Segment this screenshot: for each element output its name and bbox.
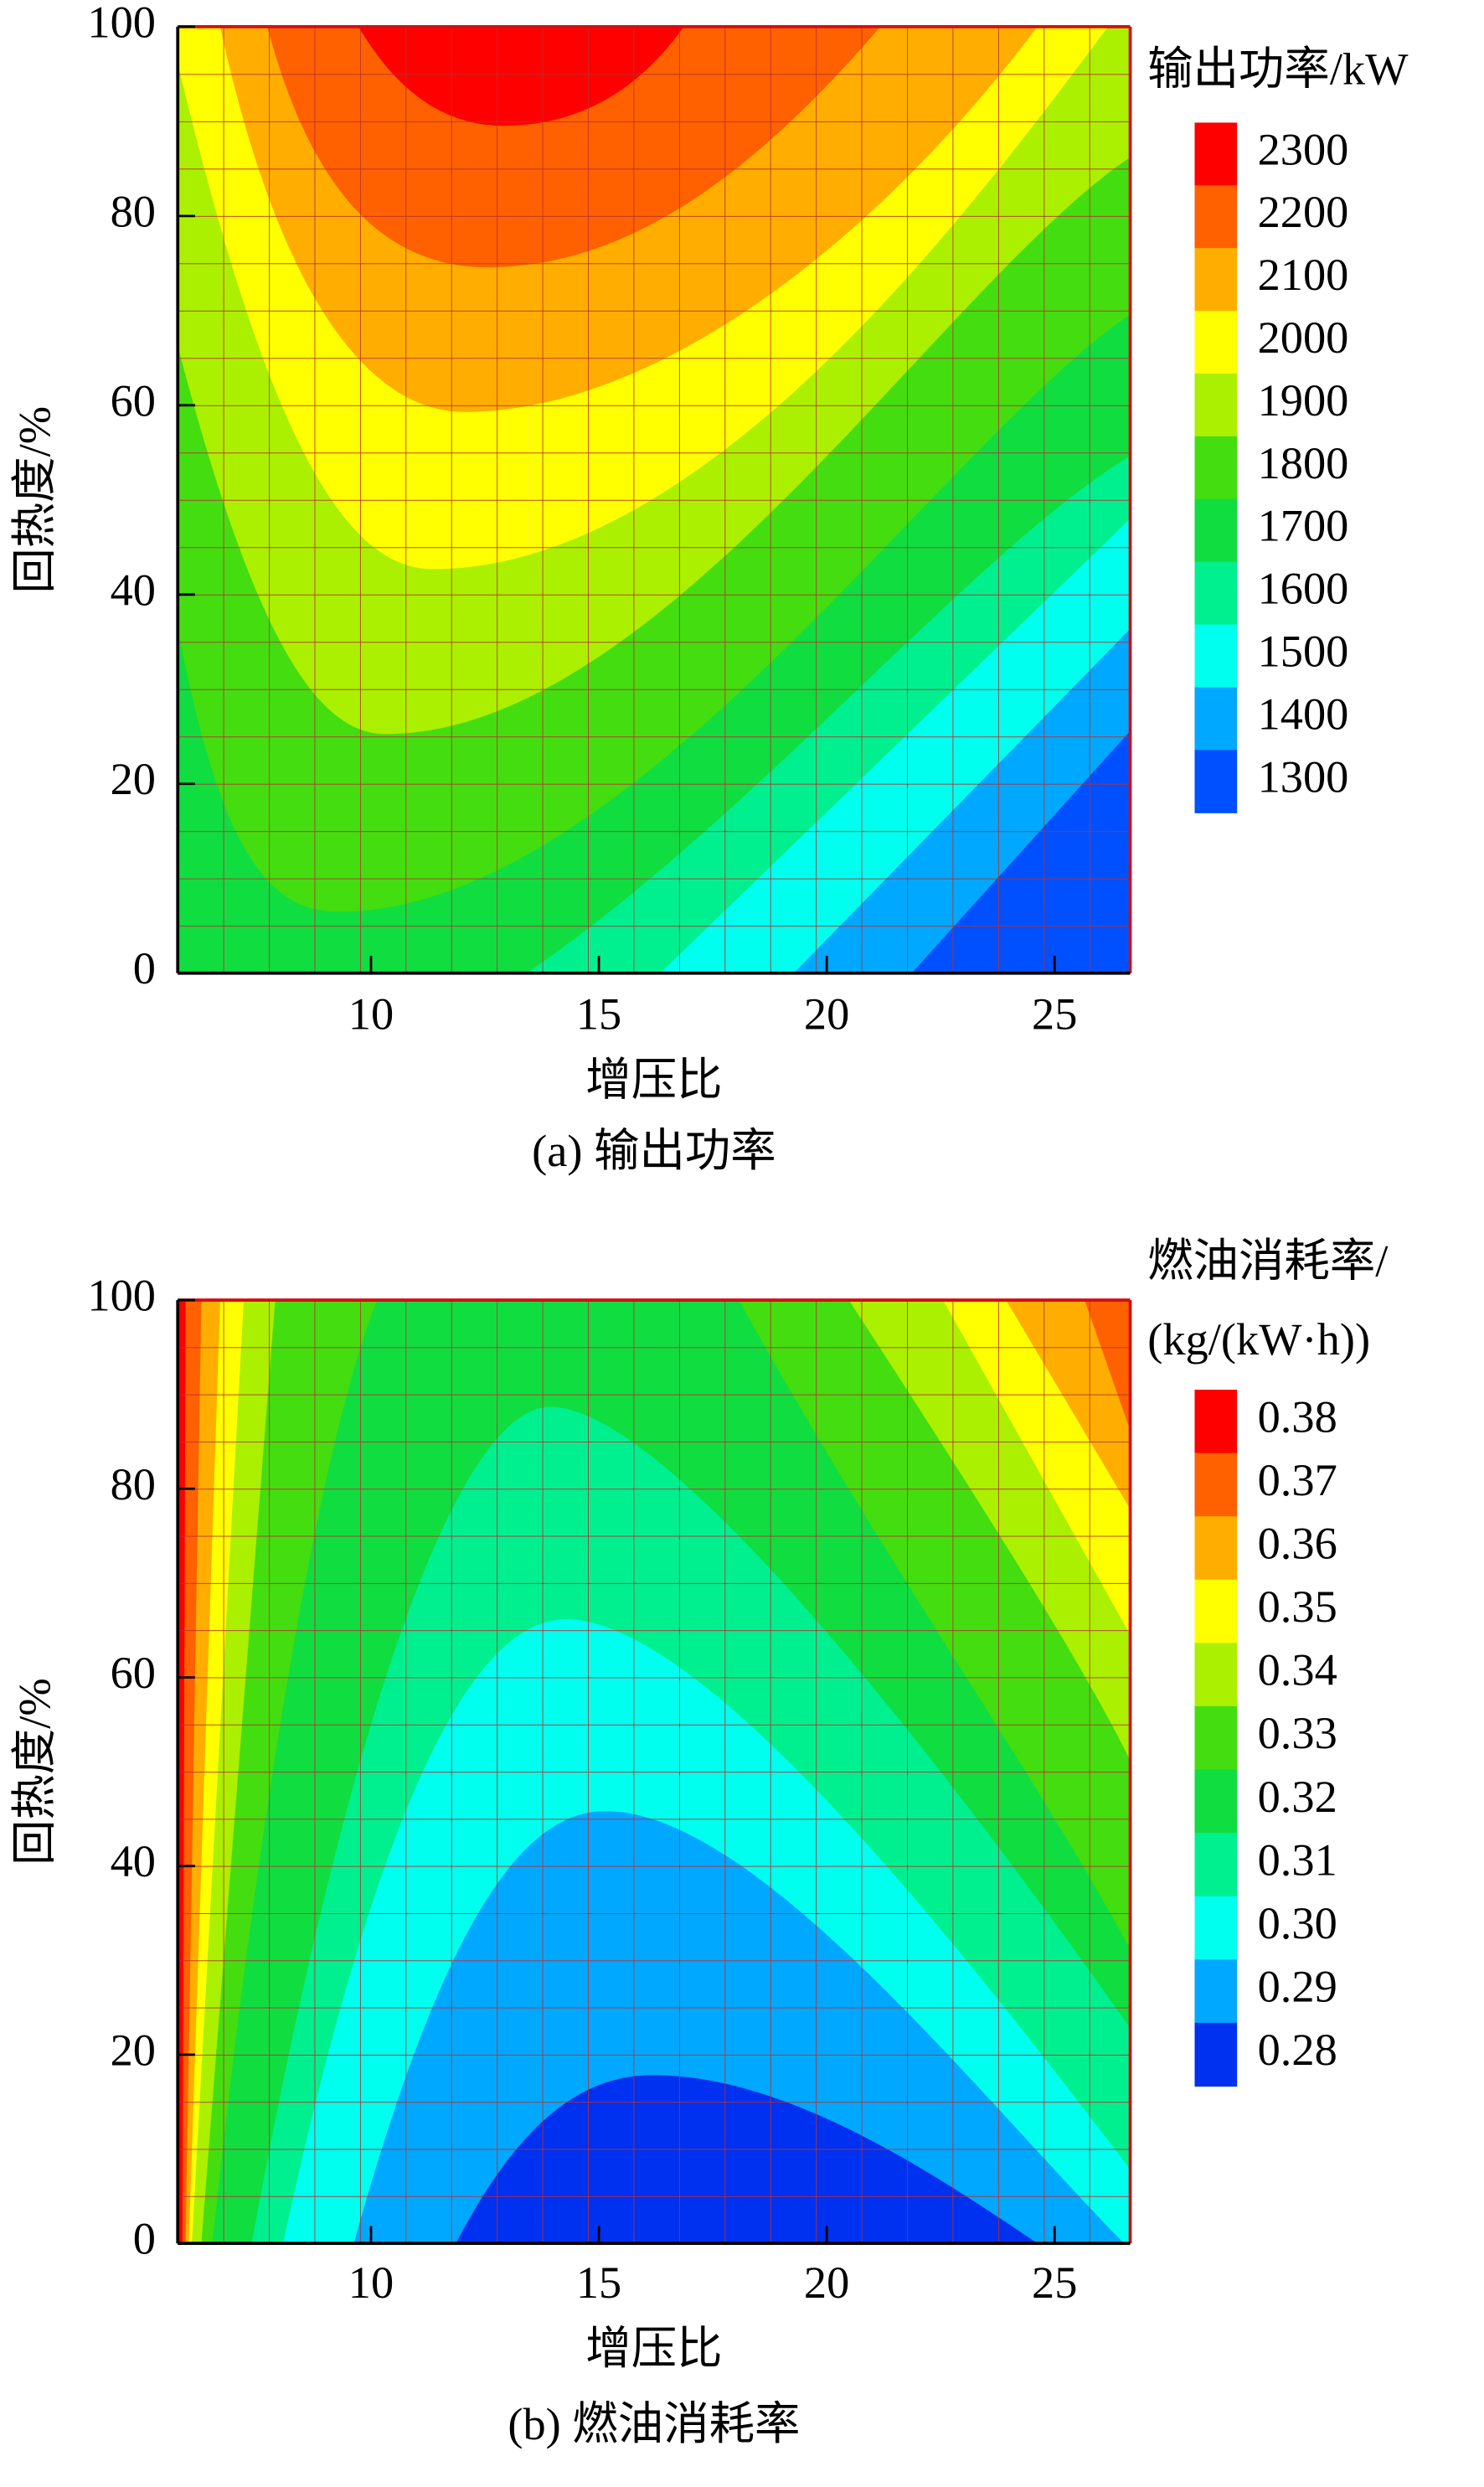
colorbar-label: 0.38 xyxy=(1258,1391,1337,1442)
contour-plot xyxy=(178,26,1131,973)
colorbar-block xyxy=(1194,373,1238,437)
colorbar-label: 0.31 xyxy=(1258,1834,1337,1885)
colorbar-block xyxy=(1194,122,1238,186)
y-tick-label: 80 xyxy=(111,1459,156,1509)
caption: (b) 燃油消耗率 xyxy=(508,2399,800,2449)
colorbar-label: 1900 xyxy=(1258,375,1349,426)
colorbar-label: 1300 xyxy=(1258,751,1349,802)
colorbar-label: 0.37 xyxy=(1258,1455,1337,1505)
colorbar-label: 0.29 xyxy=(1258,1962,1337,2012)
colorbar-label: 0.35 xyxy=(1258,1581,1337,1632)
y-tick-label: 80 xyxy=(111,186,156,236)
colorbar-block xyxy=(1194,687,1238,751)
colorbar-label: 2200 xyxy=(1258,187,1349,237)
colorbar-block xyxy=(1194,624,1238,689)
colorbar-block xyxy=(1194,1769,1238,1834)
y-tick-label: 100 xyxy=(87,0,156,47)
colorbar-label: 1800 xyxy=(1258,438,1349,488)
y-tick-label: 20 xyxy=(111,754,156,804)
x-tick-label: 25 xyxy=(1032,989,1077,1040)
colorbar-block xyxy=(1194,1705,1238,1771)
x-axis-label: 增压比 xyxy=(585,2324,722,2374)
colorbar-block xyxy=(1194,750,1238,813)
colorbar-block xyxy=(1194,2022,1238,2087)
mesh xyxy=(178,1300,1131,2244)
colorbar-label: 1700 xyxy=(1258,501,1349,551)
colorbar-label: 0.28 xyxy=(1258,2025,1337,2075)
colorbar-block xyxy=(1194,1390,1238,1454)
colorbar-label: 0.33 xyxy=(1258,1708,1337,1758)
colorbar-block xyxy=(1194,311,1238,374)
colorbar-block xyxy=(1194,1516,1238,1581)
x-tick-label: 10 xyxy=(348,989,394,1040)
colorbar-block xyxy=(1194,1579,1238,1643)
colorbar-label: 0.36 xyxy=(1258,1518,1337,1568)
x-tick-label: 20 xyxy=(804,2257,849,2308)
contour-plot xyxy=(178,1300,1131,2244)
colorbar-block xyxy=(1194,1896,1238,1960)
y-tick-label: 0 xyxy=(133,943,156,993)
colorbar-title: 输出功率/kW xyxy=(1147,44,1409,95)
x-tick-label: 10 xyxy=(348,2257,394,2308)
y-tick-label: 40 xyxy=(111,1836,156,1886)
colorbar-title: 燃油消耗率/ xyxy=(1147,1236,1389,1286)
y-tick-label: 60 xyxy=(111,1648,156,1698)
colorbar-label: 1600 xyxy=(1258,564,1349,614)
y-tick-label: 40 xyxy=(111,565,156,615)
colorbar-block xyxy=(1194,185,1238,249)
colorbar-title: (kg/(kW·h)) xyxy=(1147,1314,1370,1365)
mesh xyxy=(178,26,1131,973)
colorbar-block xyxy=(1194,248,1238,312)
colorbar-block xyxy=(1194,1643,1238,1707)
colorbar-label: 1400 xyxy=(1258,689,1349,739)
colorbar-label: 0.32 xyxy=(1258,1772,1337,1822)
colorbar-label: 2300 xyxy=(1258,124,1349,174)
y-tick-label: 20 xyxy=(111,2025,156,2075)
x-tick-label: 25 xyxy=(1032,2257,1077,2308)
colorbar-label: 0.30 xyxy=(1258,1898,1337,1948)
x-tick-label: 15 xyxy=(576,989,621,1040)
colorbar-label: 2000 xyxy=(1258,312,1349,363)
colorbar-block xyxy=(1194,1833,1238,1897)
y-axis-label: 回热度/% xyxy=(10,1678,60,1865)
x-axis-label: 增压比 xyxy=(585,1055,722,1105)
colorbar-label: 0.34 xyxy=(1258,1645,1337,1695)
x-tick-label: 15 xyxy=(576,2257,621,2308)
colorbar-block xyxy=(1194,561,1238,626)
colorbar-block xyxy=(1194,1452,1238,1517)
colorbar-block xyxy=(1194,498,1238,563)
x-tick-label: 20 xyxy=(804,989,849,1040)
caption: (a) 输出功率 xyxy=(532,1126,776,1176)
colorbar-block xyxy=(1194,1959,1238,2024)
y-axis-label: 回热度/% xyxy=(10,406,60,594)
colorbar-label: 1500 xyxy=(1258,627,1349,677)
colorbar-block xyxy=(1194,436,1238,500)
y-tick-label: 60 xyxy=(111,375,156,426)
y-tick-label: 0 xyxy=(133,2214,156,2264)
colorbar-label: 2100 xyxy=(1258,250,1349,300)
y-tick-label: 100 xyxy=(87,1271,156,1321)
